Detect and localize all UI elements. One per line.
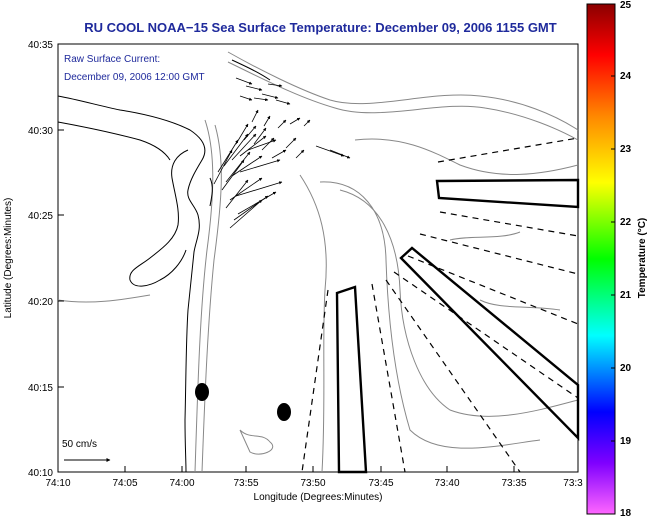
x-tick: 74:05 [112,478,137,489]
x-tick: 74:10 [45,478,70,489]
x-tick-marks [124,466,515,472]
x-tick-labels: 74:10 74:05 74:00 73:55 73:50 73:45 73:4… [45,478,583,489]
x-tick: 73:40 [434,478,459,489]
x-axis-label: Longitude (Degrees:Minutes) [254,492,383,503]
station-marker-1 [195,383,209,401]
x-tick: 73:55 [233,478,258,489]
y-tick: 40:25 [28,211,53,222]
colorbar-tick: 21 [620,290,632,301]
station-marker-2 [277,403,291,421]
colorbar-tick: 22 [620,217,632,228]
current-label-line1: Raw Surface Current: [64,54,160,65]
colorbar-tick-labels: 25 24 23 22 21 20 19 18 [620,0,632,518]
y-tick-marks [58,129,64,388]
colorbar-tick: 24 [620,71,632,82]
current-label-line2: December 09, 2006 12:00 GMT [64,72,205,83]
colorbar-tick: 25 [620,0,632,11]
y-tick: 40:15 [28,383,53,394]
map-title: RU COOL NOAA−15 Sea Surface Temperature:… [84,20,557,35]
colorbar-tick: 19 [620,436,632,447]
y-tick: 40:10 [28,468,53,479]
bathymetry-contours [57,51,579,473]
x-tick: 73:35 [501,478,526,489]
y-tick: 40:35 [28,40,53,51]
sampling-polygons [335,178,580,474]
x-tick: 73:50 [300,478,325,489]
colorbar-tick-marks [611,75,615,442]
x-tick: 74:00 [169,478,194,489]
y-tick: 40:30 [28,126,53,137]
colorbar-tick: 18 [620,508,632,518]
x-tick: 73:3 [563,478,583,489]
colorbar-tick: 23 [620,144,632,155]
map-frame [57,43,579,473]
colorbar [586,3,616,515]
y-tick-labels: 40:35 40:30 40:25 40:20 40:15 40:10 [28,40,53,479]
radar-coverage-lines [301,137,579,473]
coastline [57,59,271,473]
colorbar-tick: 20 [620,363,632,374]
colorbar-label: Temperature (°C) [637,218,648,299]
surface-current-vectors [213,77,351,229]
y-tick: 40:20 [28,297,53,308]
x-tick: 73:45 [368,478,393,489]
y-axis-label: Latitude (Degrees:Minutes) [3,198,14,319]
scale-label: 50 cm/s [62,439,97,450]
